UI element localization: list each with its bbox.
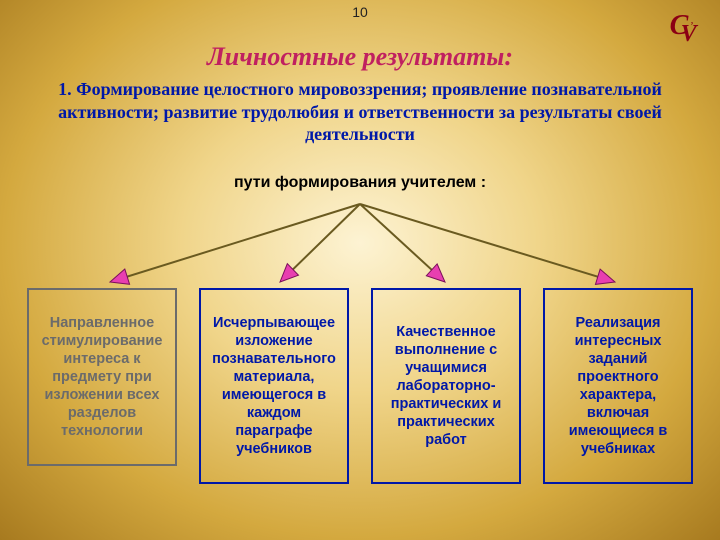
svg-text:,: , — [691, 14, 694, 26]
boxes-row: Направленное стимулирование интереса к п… — [0, 288, 720, 484]
box-1: Исчерпывающее изложение познавательного … — [199, 288, 349, 484]
arrows-diagram — [0, 198, 720, 288]
box-text-0: Направленное стимулирование интереса к п… — [35, 314, 169, 441]
box-text-2: Качественное выполнение с учащимися лабо… — [379, 323, 513, 450]
arrow-line-0 — [120, 204, 360, 279]
arrow-head-3 — [595, 269, 615, 284]
arrow-line-3 — [360, 204, 605, 279]
arrow-line-2 — [360, 204, 437, 275]
box-text-3: Реализация интересных заданий проектного… — [551, 314, 685, 459]
arrows-caption: пути формирования учителем : — [0, 174, 720, 192]
box-0: Направленное стимулирование интереса к п… — [27, 288, 177, 466]
slide-subtitle: 1. Формирование целостного мировоззрения… — [40, 78, 680, 146]
box-text-1: Исчерпывающее изложение познавательного … — [207, 314, 341, 459]
box-3: Реализация интересных заданий проектного… — [543, 288, 693, 484]
arrow-head-0 — [110, 269, 130, 284]
page-number: 10 — [0, 4, 720, 20]
box-2: Качественное выполнение с учащимися лабо… — [371, 288, 521, 484]
slide-title: Личностные результаты: — [0, 42, 720, 72]
